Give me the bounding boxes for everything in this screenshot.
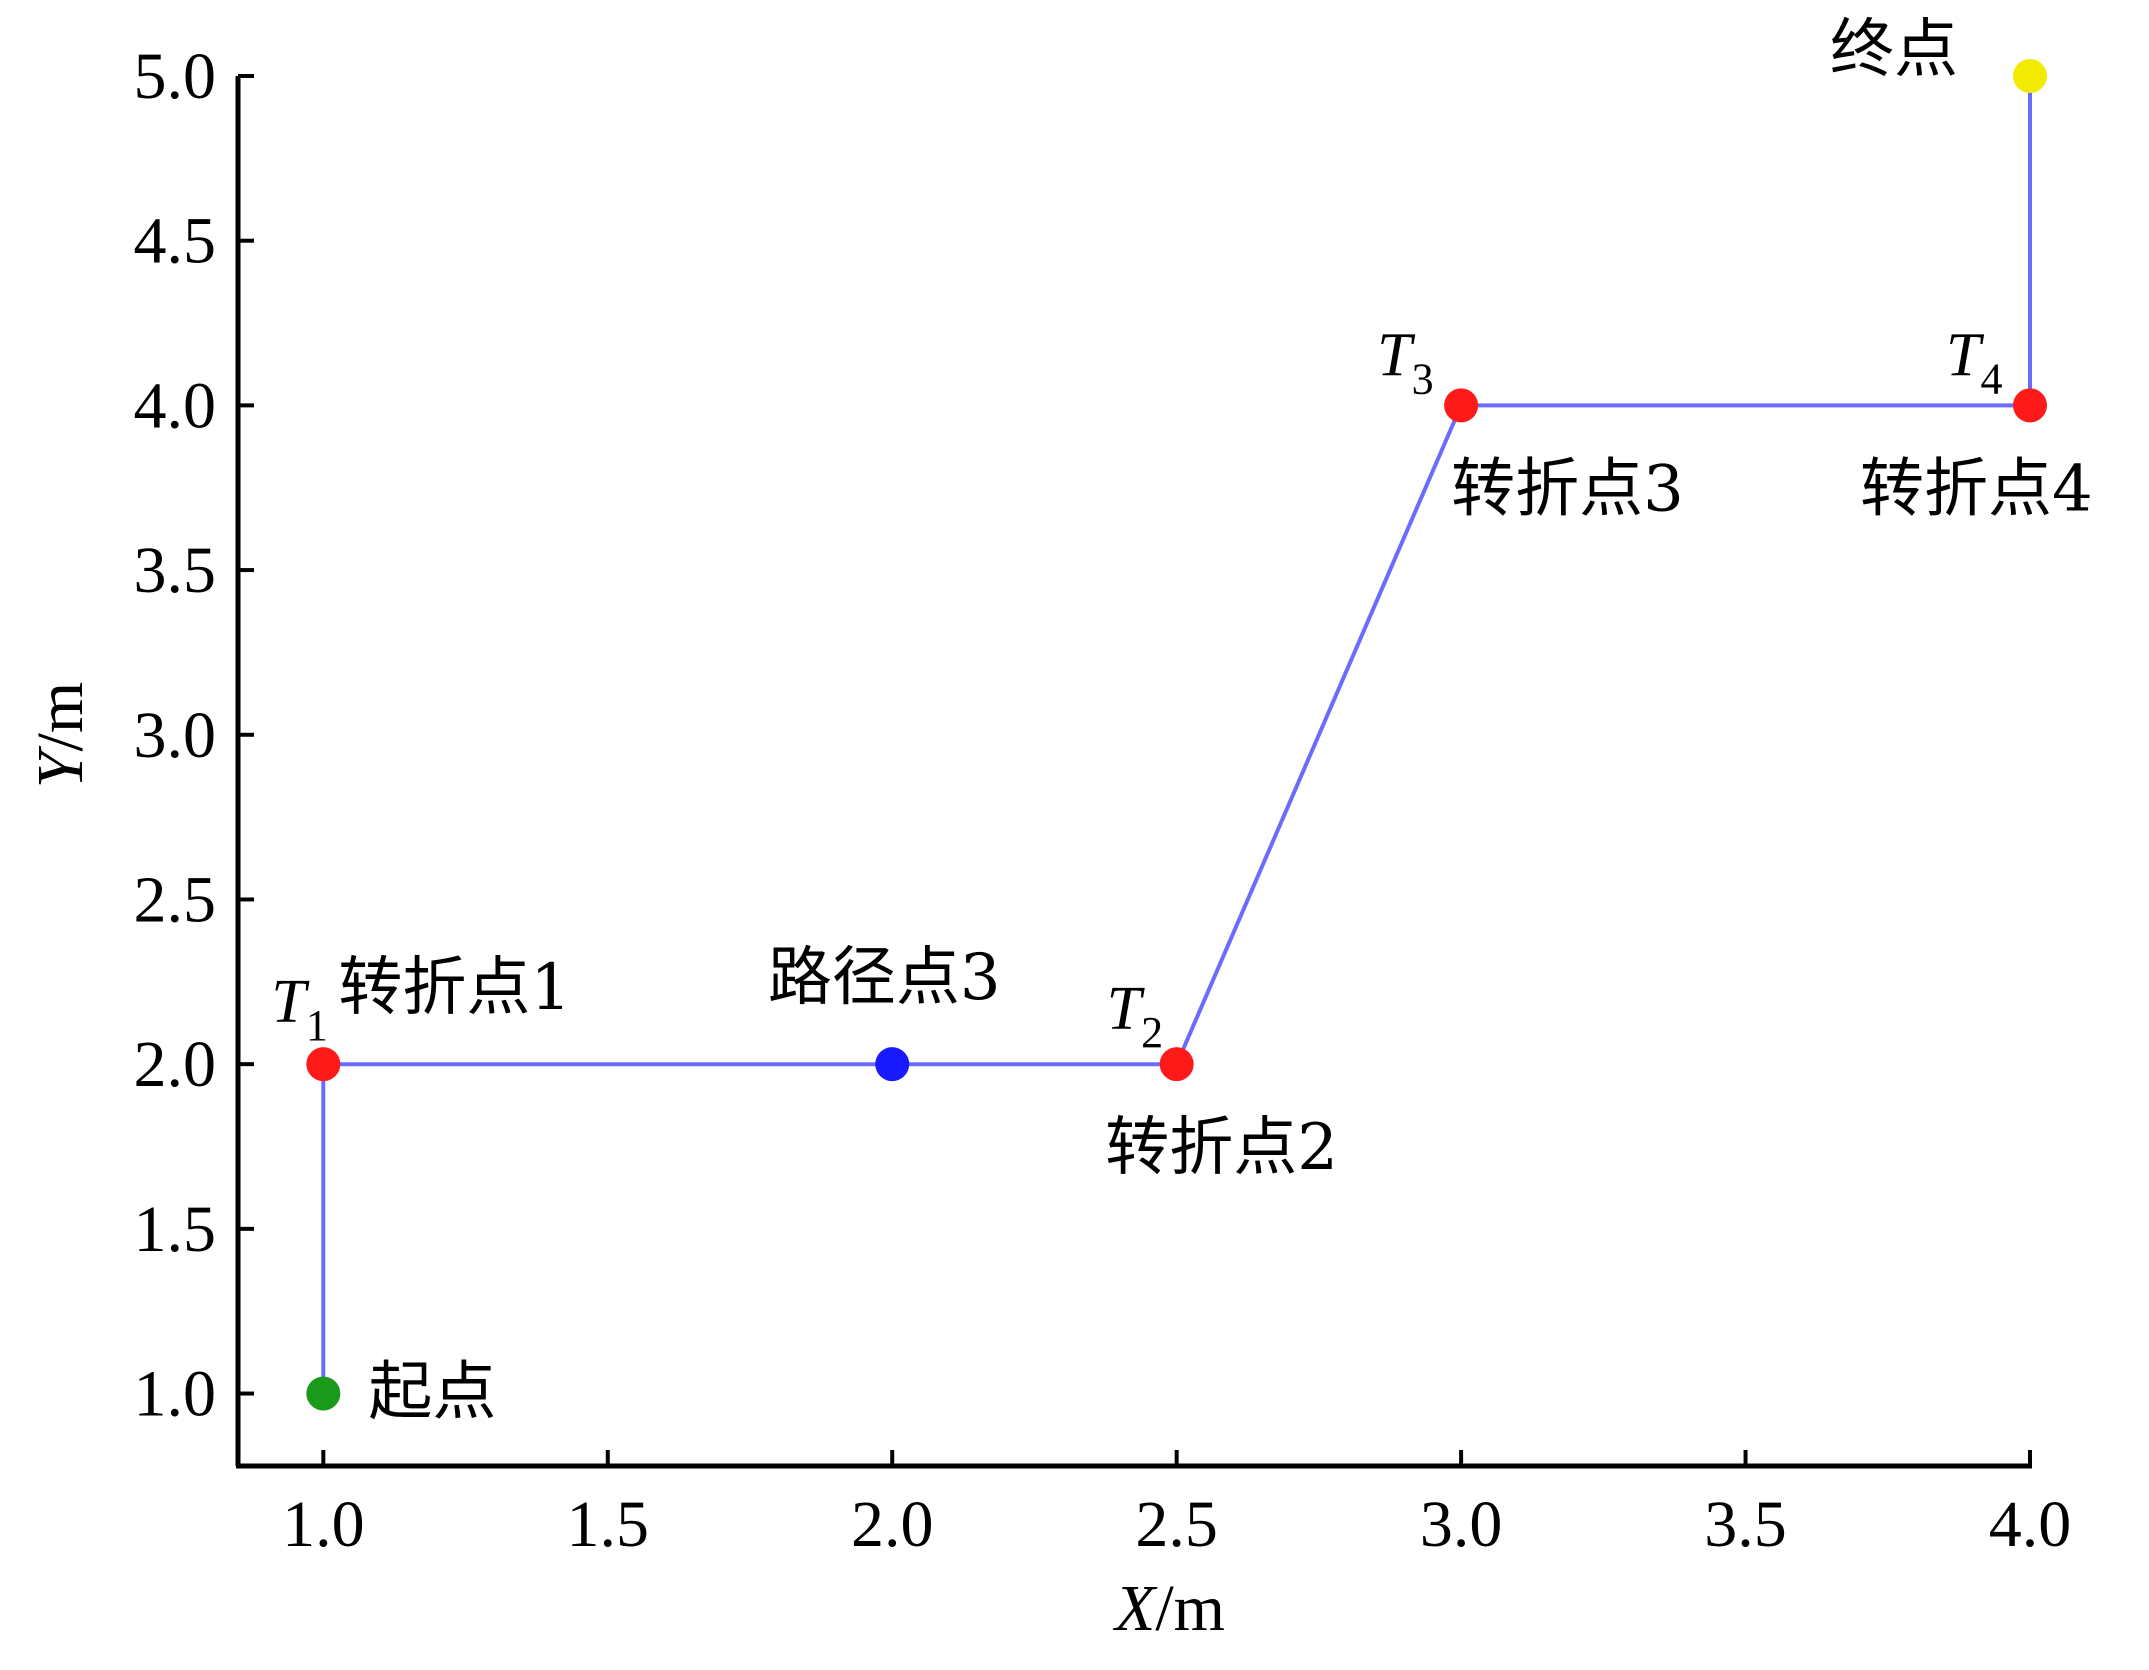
point-t1 <box>306 1047 341 1082</box>
y-tick-label: 3.5 <box>134 534 217 607</box>
label-t4: 转折点4 <box>1860 452 2093 526</box>
tag-subscript: 3 <box>1412 354 1434 403</box>
y-tick-label: 3.0 <box>134 699 217 772</box>
tag-subscript: 4 <box>1980 354 2002 403</box>
tag-letter: T <box>1377 321 1416 389</box>
points <box>306 59 2047 1411</box>
tag-t2: T2 <box>1107 975 1163 1057</box>
label-t2: 转折点2 <box>1105 1111 1338 1185</box>
point-p3 <box>875 1047 910 1082</box>
y-tick-label: 5.0 <box>134 40 217 113</box>
label-p3: 路径点3 <box>768 941 1001 1015</box>
x-axis-var: X <box>1112 1572 1158 1645</box>
tag-letter: T <box>1946 321 1985 389</box>
label-start: 起点 <box>368 1356 496 1430</box>
x-tick-label: 2.5 <box>1135 1488 1218 1561</box>
tag-t1: T1 <box>271 968 327 1050</box>
y-axis-unit: /m <box>24 682 97 752</box>
y-tick-label: 1.0 <box>134 1358 217 1431</box>
series <box>321 76 2032 1394</box>
tag-subscript: 1 <box>306 1001 328 1050</box>
y-tick-label: 4.5 <box>134 205 217 278</box>
tag-letter: T <box>271 968 310 1036</box>
x-tick-label: 1.0 <box>282 1488 365 1561</box>
label-end: 终点 <box>1830 13 1958 87</box>
x-tick-label: 3.0 <box>1420 1488 1503 1561</box>
x-tick-label: 2.0 <box>851 1488 934 1561</box>
y-tick-label: 1.5 <box>134 1193 217 1266</box>
x-tick-label: 1.5 <box>567 1488 650 1561</box>
tag-t4: T4 <box>1946 321 2002 403</box>
label-t1: 转折点1 <box>338 951 571 1025</box>
path-line <box>321 76 2032 1394</box>
ticks: 1.0 1.5 2.0 2.5 3.0 3.5 4.0 1.0 1.5 2.0 2.5 3.0 3.5 4… <box>134 40 2072 1561</box>
tag-letter: T <box>1107 975 1146 1043</box>
tag-subscript: 2 <box>1141 1008 1163 1057</box>
x-tick-label: 4.0 <box>1989 1488 2072 1561</box>
y-axis-label: Y/m <box>24 682 97 788</box>
label-t3: 转折点3 <box>1451 452 1684 526</box>
y-tick-label: 2.5 <box>134 863 217 936</box>
point-t3 <box>1444 388 1479 423</box>
y-axis-var: Y <box>24 745 97 788</box>
point-start <box>306 1376 341 1411</box>
axes <box>235 76 2032 1469</box>
point-t2 <box>1159 1047 1194 1082</box>
y-tick-label: 4.0 <box>134 369 217 442</box>
x-axis-unit: /m <box>1155 1572 1225 1645</box>
tag-t3: T3 <box>1377 321 1433 403</box>
x-tick-label: 3.5 <box>1704 1488 1787 1561</box>
x-axis-label: X/m <box>1112 1572 1225 1645</box>
point-end <box>2013 59 2047 93</box>
point-t4 <box>2013 388 2047 423</box>
y-tick-label: 2.0 <box>134 1028 217 1101</box>
